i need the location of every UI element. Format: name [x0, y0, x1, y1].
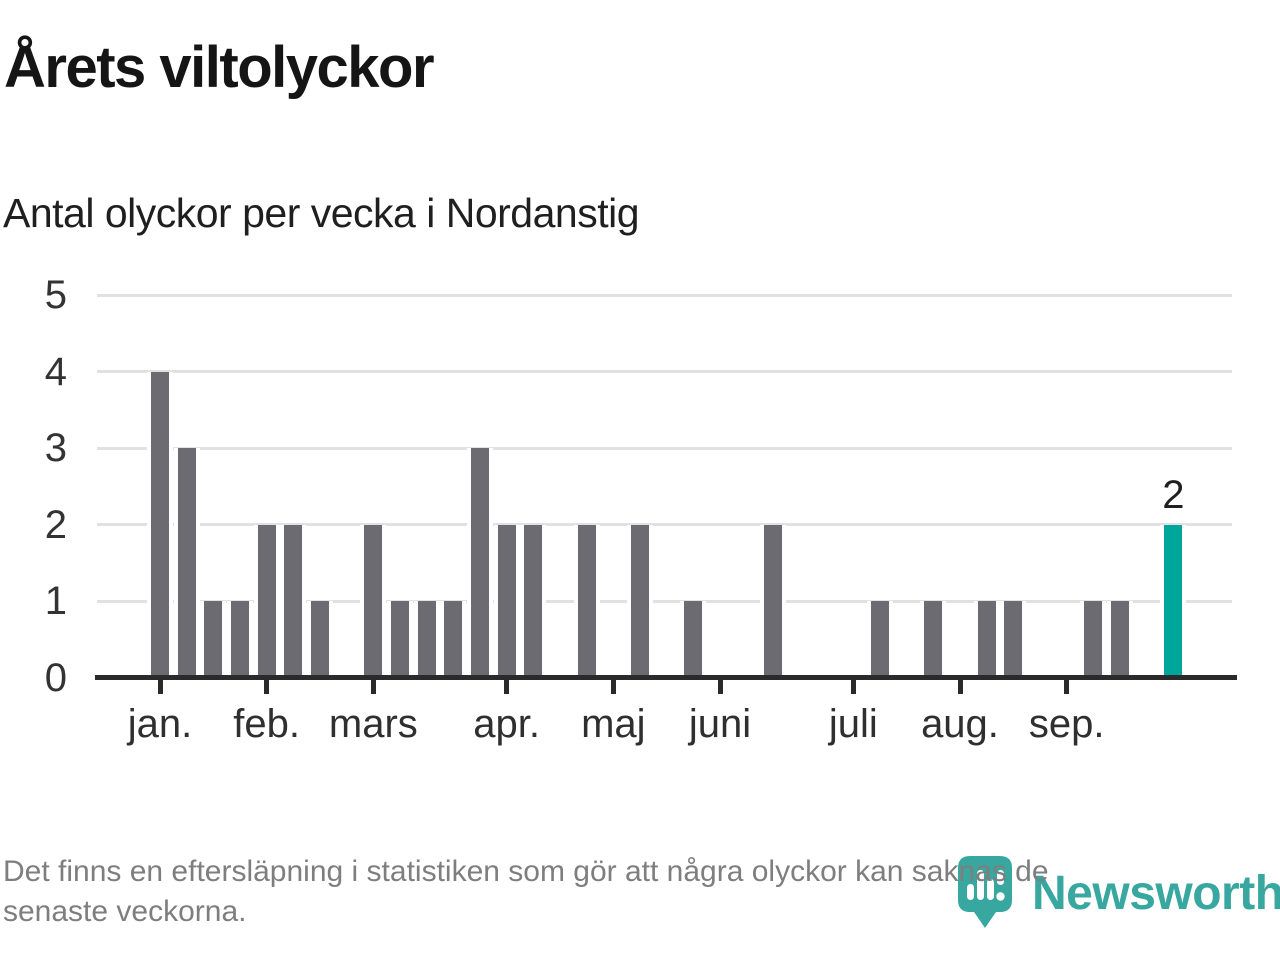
- footnote-line-1: Det finns en eftersläpning i statistiken…: [3, 855, 1049, 888]
- bar-week-2: [177, 448, 196, 678]
- bar-week-17: [577, 524, 596, 678]
- last-bar-value-label: 2: [1162, 472, 1185, 517]
- bar-week-4: [231, 601, 249, 678]
- x-tick-label-aug: aug.: [921, 702, 999, 746]
- y-axis-label-4: 4: [44, 349, 67, 394]
- x-tick-aug: [957, 680, 963, 694]
- bar-week-12: [444, 601, 463, 678]
- gridline-y-2: [97, 523, 1232, 527]
- bar-week-21: [684, 601, 703, 678]
- x-tick-label-maj: maj: [581, 702, 646, 746]
- newsworthy-wordmark: Newsworthy: [1032, 867, 1280, 920]
- bar-week-3: [204, 601, 223, 678]
- bar-week-1: [151, 371, 169, 678]
- bar-week-15: [524, 524, 543, 678]
- y-axis-label-5: 5: [44, 273, 67, 317]
- footnote-line-2: senaste veckorna.: [3, 895, 247, 928]
- bar-week-11: [417, 601, 436, 678]
- bar-week-36: [1084, 601, 1103, 678]
- bar-week-14: [497, 524, 516, 678]
- bar-week-28: [871, 601, 889, 678]
- y-axis-label-3: 3: [44, 426, 67, 471]
- bar-week-37: [1111, 601, 1129, 678]
- gridline-y-4: [97, 370, 1232, 374]
- bar-week-10: [391, 601, 409, 678]
- newsworthy-logo: Newsworthy: [958, 856, 1280, 930]
- chart-title: Årets viltolyckor: [4, 35, 435, 100]
- y-axis-label-1: 1: [44, 579, 67, 624]
- bar-week-39: [1164, 524, 1183, 678]
- bar-week-19: [631, 524, 649, 678]
- gridline-y-3: [97, 446, 1232, 450]
- x-axis-line: [95, 675, 1237, 680]
- x-tick-label-sep: sep.: [1028, 702, 1105, 746]
- bar-week-9: [364, 524, 383, 678]
- x-tick-apr: [504, 680, 510, 694]
- x-tick-mars: [370, 680, 376, 694]
- bar-week-7: [311, 601, 329, 678]
- x-tick-jan: [157, 680, 163, 694]
- bar-week-33: [1004, 601, 1023, 678]
- bar-week-30: [924, 601, 943, 678]
- newsworthy-pin-icon: [958, 856, 1012, 928]
- x-tick-feb: [264, 680, 270, 694]
- gridline-y-5: [97, 293, 1232, 297]
- x-tick-juni: [717, 680, 723, 694]
- gridline-y-1: [97, 599, 1232, 603]
- bar-week-13: [471, 448, 489, 678]
- y-axis-label-0: 0: [44, 656, 67, 700]
- bar-week-6: [284, 524, 303, 678]
- x-tick-label-mars: mars: [328, 702, 418, 746]
- x-tick-sep: [1064, 680, 1070, 694]
- x-tick-label-feb: feb.: [233, 702, 301, 746]
- y-axis-label-2: 2: [44, 502, 67, 547]
- x-tick-label-apr: apr.: [473, 702, 541, 746]
- bar-week-32: [977, 601, 996, 678]
- bar-week-24: [764, 524, 783, 678]
- x-tick-label-jan: jan.: [127, 702, 193, 746]
- chart-subtitle: Antal olyckor per vecka i Nordanstig: [3, 190, 640, 236]
- x-tick-juli: [850, 680, 856, 694]
- x-tick-maj: [610, 680, 616, 694]
- bar-week-5: [257, 524, 276, 678]
- footnote: Det finns en eftersläpning i statistiken…: [3, 852, 1275, 932]
- x-tick-label-juni: juni: [688, 702, 752, 746]
- x-tick-label-juli: juli: [828, 702, 878, 746]
